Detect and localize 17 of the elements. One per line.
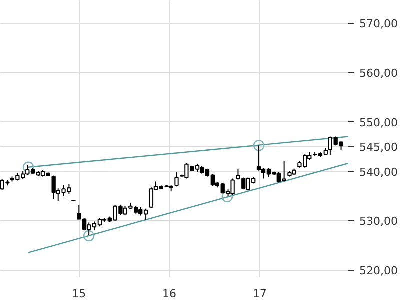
y-tick-label: 550,00: [360, 116, 398, 130]
y-tick-label: 520,00: [360, 264, 398, 278]
point: [253, 140, 265, 152]
point: [222, 191, 233, 203]
candlestick: [256, 145, 262, 172]
point: [83, 230, 95, 242]
y-tick-label: 530,00: [360, 215, 398, 228]
y-tick-label: 570,00: [360, 18, 398, 31]
y-tick-label: 560,00: [360, 67, 398, 80]
point: [22, 162, 34, 173]
x-tick-label: 15: [72, 288, 86, 300]
candlestick: [149, 187, 154, 209]
y-tick-label: 545,00: [360, 141, 398, 154]
x-tick-label: 16: [162, 288, 177, 300]
x-tick-label: 17: [252, 288, 267, 300]
candlestick: [174, 172, 179, 188]
y-tick-label: 540,00: [360, 166, 398, 179]
